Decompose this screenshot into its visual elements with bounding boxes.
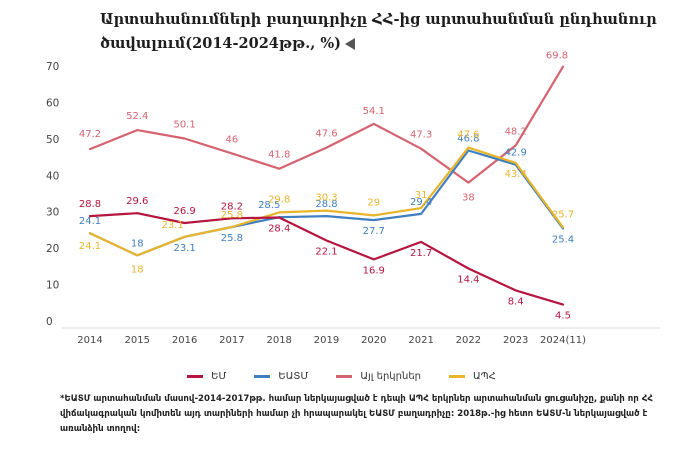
chart-title-line2: ծավալում(2014-2024թթ., %)	[100, 35, 342, 52]
y-tick-label: 30	[46, 207, 59, 219]
legend-item: ԱՊՀ	[449, 371, 496, 382]
legend-label: ԵՄ	[211, 371, 227, 382]
data-label: 16.9	[363, 265, 385, 276]
data-label: 47.6	[315, 129, 337, 140]
data-label: 28.5	[258, 200, 280, 211]
data-label: 69.8	[546, 51, 568, 62]
x-tick-label: 2015	[125, 335, 150, 346]
data-label: 50.1	[173, 119, 195, 130]
x-tick-label: 2016	[172, 335, 197, 346]
x-tick-label: 2024(11)	[540, 335, 586, 346]
data-label: 47.6	[457, 130, 479, 141]
data-label: 8.4	[508, 296, 524, 307]
y-tick-label: 60	[46, 97, 59, 109]
data-label: 26.9	[173, 206, 195, 217]
y-tick-label: 10	[46, 280, 59, 292]
data-label: 25.4	[552, 234, 574, 245]
data-labels: 28.8 29.6 26.9 28.2 28.4 22.1 16.9 21.7 14.4 8.4 4…	[79, 51, 574, 322]
data-label: 4.5	[555, 311, 571, 322]
data-label: 29.8	[268, 194, 290, 205]
data-label: 31	[415, 190, 428, 201]
legend-item: ԵՄ	[187, 371, 226, 382]
legend-item: Այլ երկրներ	[336, 371, 421, 382]
legend-swatch	[187, 375, 204, 378]
legend-swatch	[336, 375, 353, 378]
data-label: 23.1	[173, 243, 195, 254]
y-tick-label: 70	[46, 61, 59, 73]
data-label: 41.8	[268, 150, 290, 161]
legend-label: ԱՊՀ	[473, 371, 496, 382]
data-label: 43.4	[505, 169, 527, 180]
x-axis: 2014 2015 2016 2017 2018 2019 2020 2021 2022 2023…	[62, 327, 660, 346]
legend-swatch	[254, 375, 271, 378]
legend-item: ԵԱՏՄ	[254, 371, 308, 382]
x-tick-label: 2014	[77, 335, 102, 346]
x-tick-label: 2021	[408, 335, 433, 346]
y-tick-label: 0	[46, 316, 53, 328]
series-line	[88, 212, 565, 306]
data-label: 27.7	[363, 226, 385, 237]
series-lines	[88, 65, 565, 306]
triangle-marker-icon	[345, 38, 356, 50]
data-label: 18	[131, 264, 144, 275]
y-tick-label: 50	[46, 134, 59, 146]
data-label: 14.4	[457, 275, 479, 286]
data-label: 38	[462, 193, 475, 204]
series-line	[88, 146, 565, 257]
data-label: 25.7	[552, 209, 574, 220]
data-label: 25.8	[221, 233, 243, 244]
data-label: 47.2	[79, 129, 101, 140]
chart-title: Արտահանումների բաղադրիչը ՀՀ-ից արտահանմա…	[100, 8, 660, 56]
data-label: 28.4	[268, 224, 290, 235]
legend-label: ԵԱՏՄ	[278, 371, 309, 382]
x-tick-label: 2023	[503, 335, 528, 346]
data-label: 54.1	[363, 106, 385, 117]
y-tick-label: 20	[46, 243, 59, 255]
data-label: 29.6	[126, 196, 148, 207]
data-label: 42.9	[505, 148, 527, 159]
x-tick-label: 2022	[456, 335, 481, 346]
data-label: 48.2	[505, 126, 527, 137]
data-label: 24.1	[79, 241, 101, 252]
data-label: 29.4	[410, 197, 432, 208]
x-tick-label: 2017	[219, 335, 244, 346]
data-label: 52.4	[126, 111, 148, 122]
legend-label: Այլ երկրներ	[360, 371, 421, 382]
y-axis: 0 10 20 30 40 50 60 70	[46, 61, 59, 328]
data-label: 18	[131, 238, 144, 249]
data-label: 46.8	[457, 134, 479, 145]
series-line	[88, 65, 565, 184]
x-tick-label: 2020	[361, 335, 386, 346]
data-label: 46	[226, 134, 239, 145]
data-label: 47.3	[410, 130, 432, 141]
x-tick-label: 2019	[314, 335, 339, 346]
data-label: 28.8	[315, 199, 337, 210]
legend-swatch	[449, 375, 465, 378]
data-label: 29	[367, 197, 380, 208]
x-tick-label: 2018	[266, 335, 291, 346]
chart-legend: ԵՄ ԵԱՏՄ Այլ երկրներ ԱՊՀ	[0, 370, 683, 382]
footnote: *ԵԱՏՄ արտահանման մասով-2014-2017թթ. համա…	[60, 394, 654, 434]
data-label: 24.1	[79, 216, 101, 227]
data-label: 28.8	[79, 199, 101, 210]
chart-title-line1: Արտահանումների բաղադրիչը ՀՀ-ից արտահանմա…	[100, 11, 657, 28]
data-label: 25.8	[221, 210, 243, 221]
data-label: 28.2	[221, 201, 243, 212]
data-label: 21.7	[410, 248, 432, 259]
data-label: 23.1	[161, 220, 183, 231]
data-label: 30.3	[315, 193, 337, 204]
line-chart: 0 10 20 30 40 50 60 70 2014 2015 2016 2017 2018 2019…	[46, 51, 660, 346]
data-label: 22.1	[315, 246, 337, 257]
y-tick-label: 40	[46, 170, 59, 182]
